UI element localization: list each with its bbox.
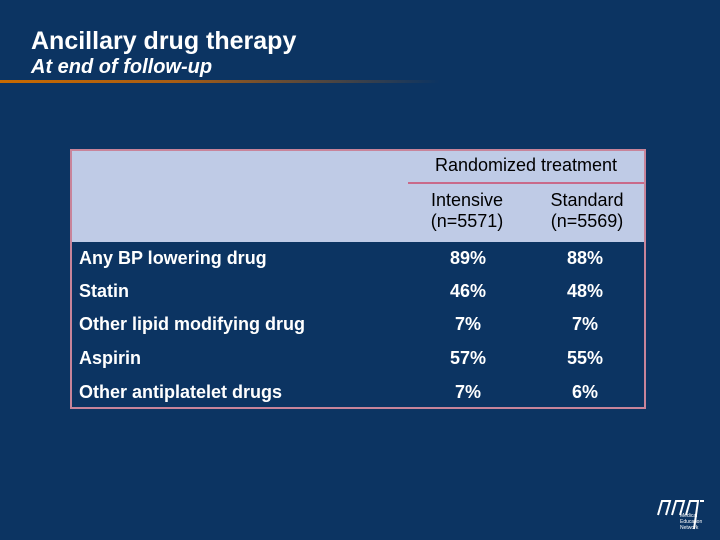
logo-mark-icon: Medical Education Network	[657, 500, 704, 531]
group-header-divider	[408, 182, 644, 184]
title-underline	[0, 80, 440, 83]
medical-education-network-logo: Medical Education Network	[654, 495, 714, 531]
row-label: Aspirin	[79, 348, 142, 368]
standard-value: 55%	[566, 348, 604, 368]
row-label: Statin	[79, 281, 130, 301]
column-header-intensive-name: Intensive	[430, 190, 504, 210]
intensive-value: 57%	[449, 348, 487, 368]
column-header-intensive-n: (n=5571)	[430, 211, 504, 231]
column-header-standard: Standard (n=5569)	[532, 190, 642, 232]
intensive-value: 89%	[449, 248, 487, 268]
standard-value: 88%	[566, 248, 604, 268]
row-label: Other antiplatelet drugs	[79, 382, 283, 402]
standard-value: 48%	[566, 281, 604, 301]
drug-therapy-table	[70, 149, 646, 409]
slide-title: Ancillary drug therapy	[31, 27, 297, 55]
logo-line-1: Medical	[680, 513, 697, 519]
logo-line-2: Education	[680, 519, 702, 525]
group-header: Randomized treatment	[434, 155, 618, 175]
row-label: Other lipid modifying drug	[79, 314, 305, 334]
column-header-standard-n: (n=5569)	[550, 211, 624, 231]
standard-value: 7%	[571, 314, 598, 334]
row-label: Any BP lowering drug	[79, 248, 267, 268]
table-header-background	[72, 151, 644, 242]
standard-value: 6%	[571, 382, 598, 402]
intensive-value: 7%	[454, 314, 481, 334]
logo-line-3: Network	[680, 525, 699, 531]
column-header-intensive: Intensive (n=5571)	[412, 190, 522, 232]
column-header-standard-name: Standard	[550, 190, 624, 210]
intensive-value: 46%	[449, 281, 487, 301]
intensive-value: 7%	[454, 382, 481, 402]
slide-subtitle: At end of follow-up	[31, 56, 213, 78]
